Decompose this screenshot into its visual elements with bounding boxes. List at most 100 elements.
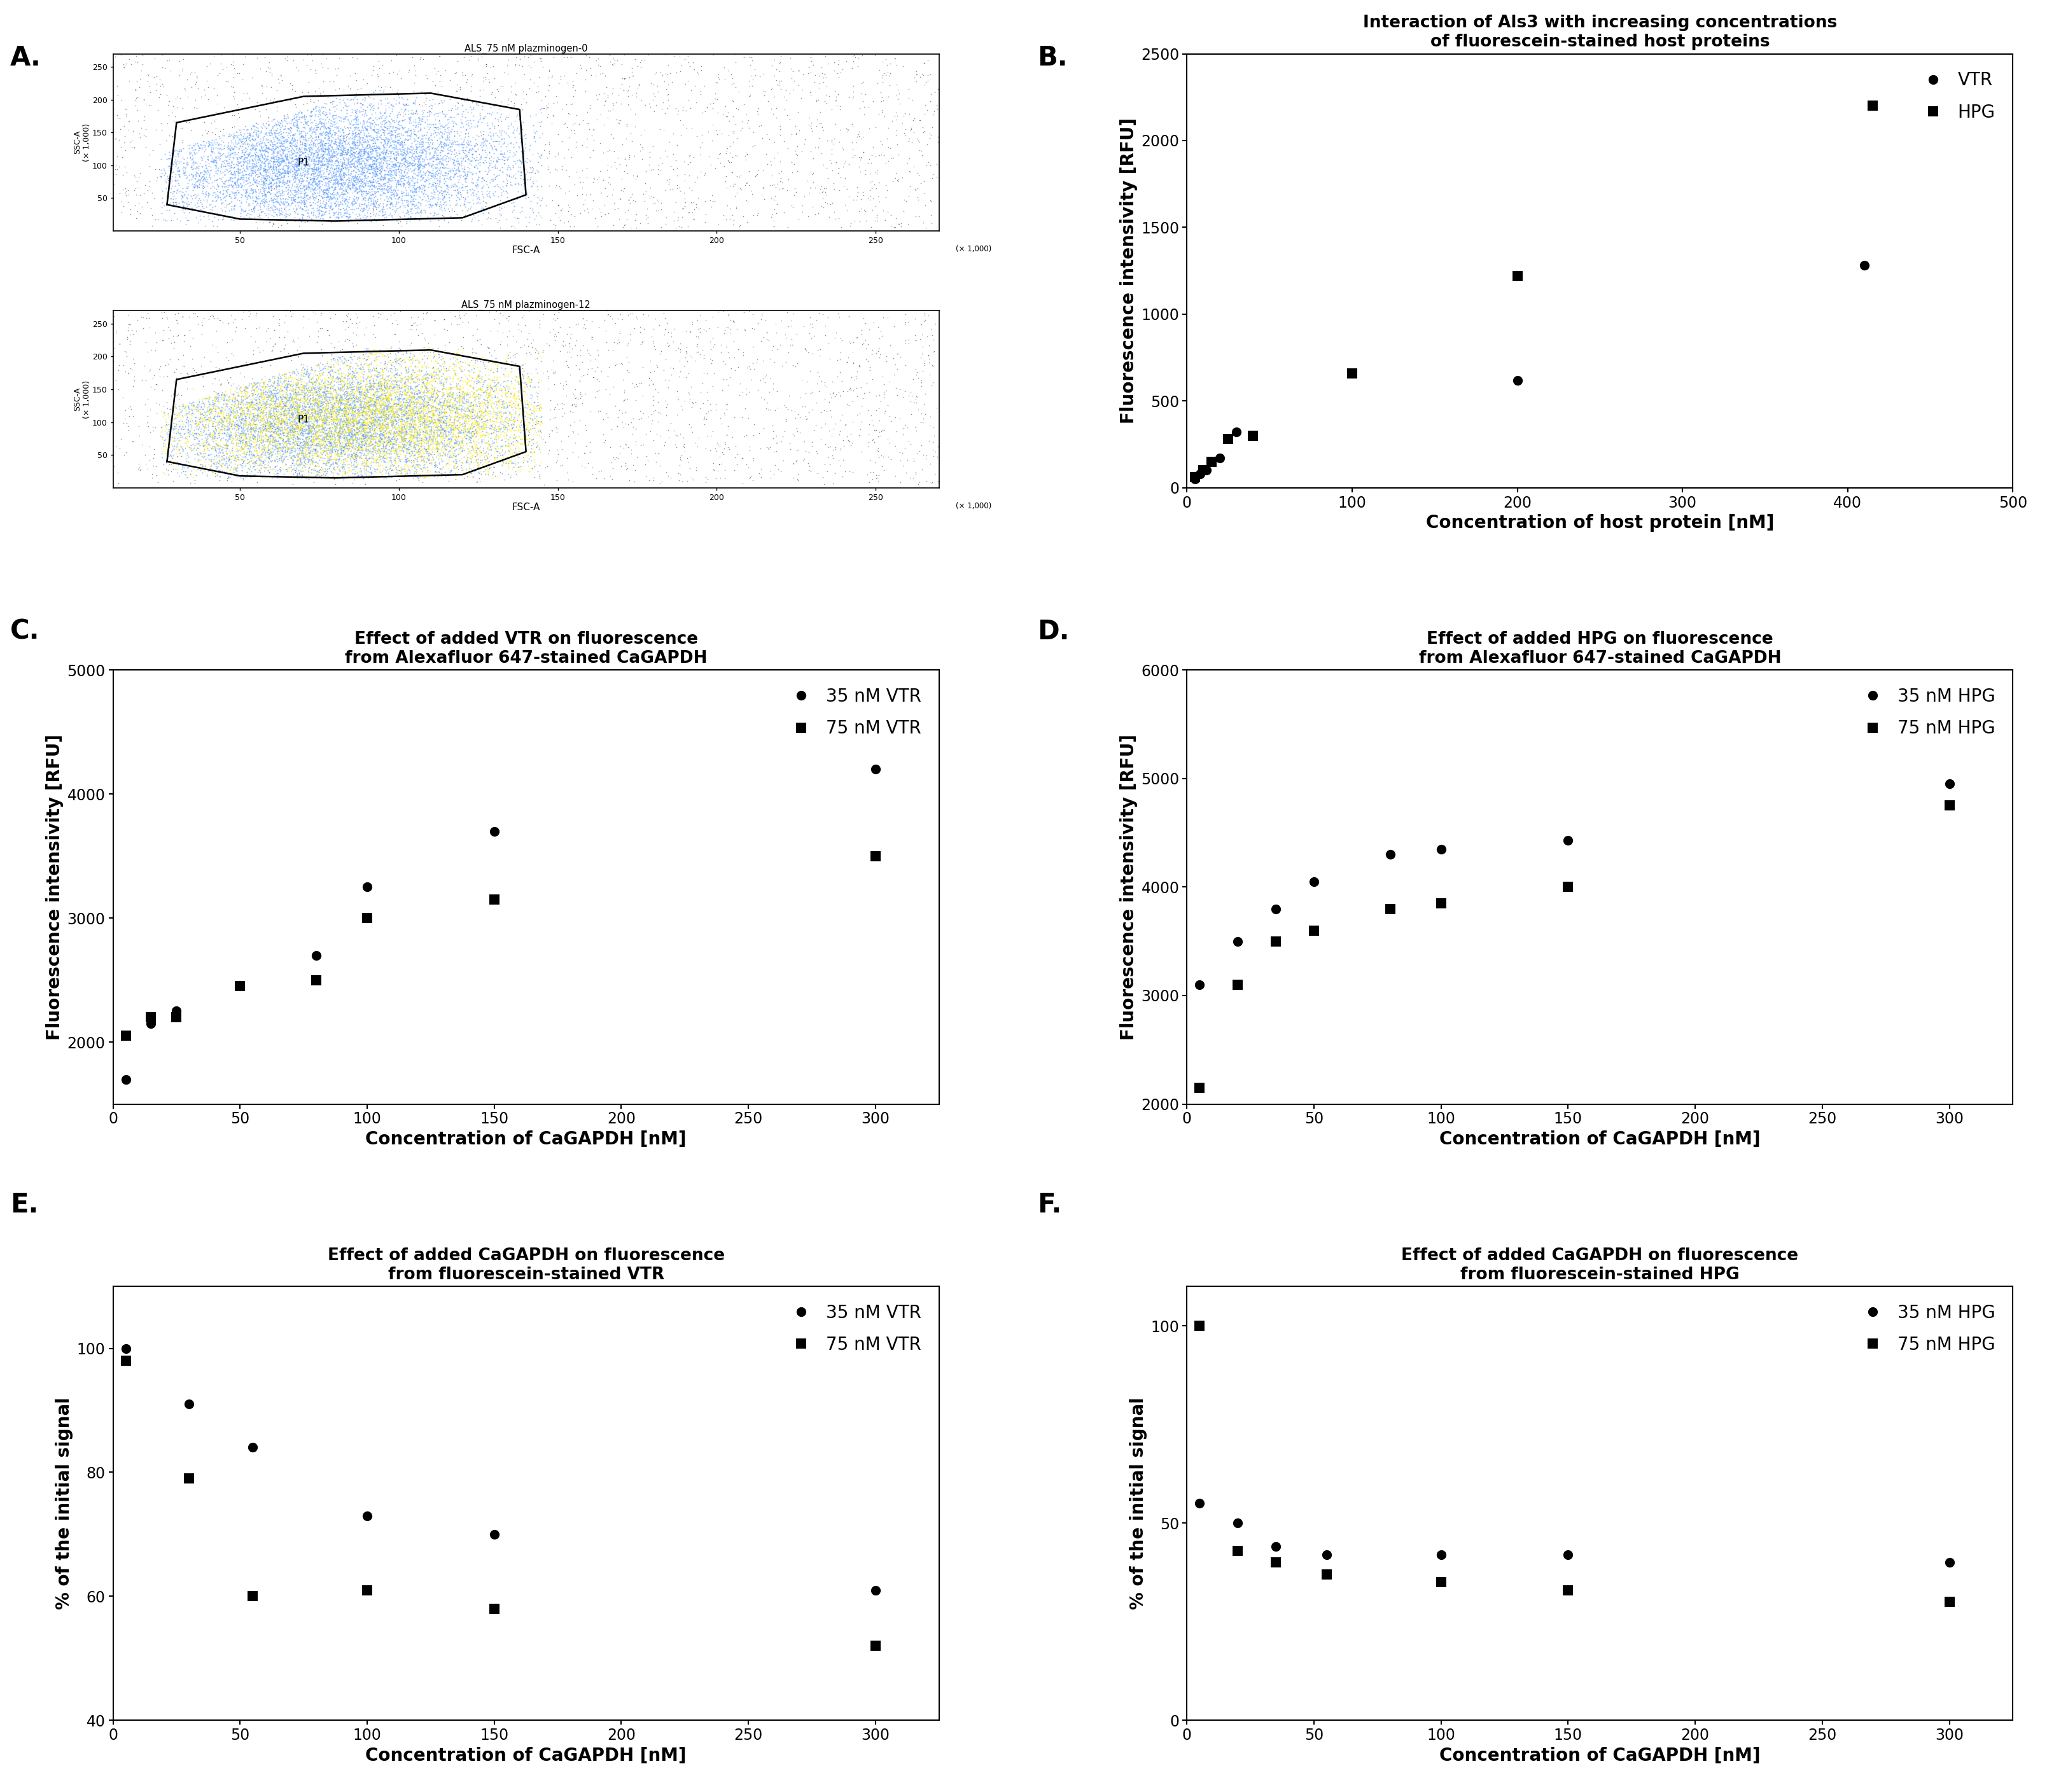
Point xyxy=(290,423,322,452)
Point xyxy=(396,133,429,161)
Point xyxy=(246,125,279,154)
Point xyxy=(559,375,592,403)
Point xyxy=(737,410,770,439)
Point xyxy=(335,152,368,181)
Point xyxy=(271,387,304,416)
Point xyxy=(470,418,503,446)
Point xyxy=(337,131,370,159)
Point xyxy=(446,416,479,444)
Point xyxy=(220,403,253,432)
Point xyxy=(339,435,372,464)
Point xyxy=(333,426,366,455)
Point xyxy=(425,412,458,441)
Point xyxy=(265,407,298,435)
Point xyxy=(253,430,286,459)
Point xyxy=(294,432,327,461)
Point xyxy=(218,63,251,91)
Point xyxy=(1222,969,1255,998)
Point xyxy=(160,392,193,421)
Point xyxy=(528,470,561,498)
Point xyxy=(407,145,440,174)
Point xyxy=(279,161,312,190)
Point xyxy=(596,79,629,108)
Point xyxy=(214,145,246,174)
Point xyxy=(189,401,222,430)
Point xyxy=(244,138,277,167)
Point xyxy=(222,443,255,471)
Point xyxy=(246,400,279,428)
Point xyxy=(238,140,271,168)
Point xyxy=(370,423,403,452)
Point xyxy=(290,430,322,459)
Point xyxy=(421,389,454,418)
Point xyxy=(335,142,368,170)
Point xyxy=(197,418,230,446)
Point xyxy=(357,387,390,416)
Point xyxy=(107,176,140,204)
Point xyxy=(327,435,359,464)
Point xyxy=(318,392,351,421)
Point xyxy=(310,120,343,149)
Point xyxy=(214,439,246,468)
Point xyxy=(347,195,380,224)
Point xyxy=(481,296,514,324)
Point xyxy=(296,97,329,125)
Point xyxy=(409,423,442,452)
Point xyxy=(454,93,487,122)
Point xyxy=(670,339,702,367)
Point xyxy=(643,470,676,498)
Point xyxy=(290,430,322,459)
Point xyxy=(265,416,298,444)
Point xyxy=(164,186,197,215)
Point xyxy=(421,380,454,409)
Point xyxy=(277,167,310,195)
Point xyxy=(244,113,277,142)
Point xyxy=(407,333,440,362)
Point xyxy=(362,362,394,391)
Point xyxy=(269,421,302,450)
Point xyxy=(279,371,312,400)
Point xyxy=(168,428,201,457)
Point xyxy=(676,392,709,421)
Point xyxy=(468,351,501,380)
Point xyxy=(355,380,388,409)
Point xyxy=(335,378,368,407)
Point xyxy=(392,134,425,163)
Point xyxy=(748,59,781,88)
Point xyxy=(421,131,454,159)
Point xyxy=(368,84,401,113)
Point xyxy=(386,407,419,435)
Point xyxy=(162,161,195,190)
Point xyxy=(419,138,452,167)
Point xyxy=(189,154,222,183)
Point xyxy=(663,444,696,473)
Point xyxy=(374,387,407,416)
Point xyxy=(438,392,470,421)
Point xyxy=(251,133,283,161)
Point xyxy=(362,303,394,332)
Point xyxy=(325,170,357,199)
Point xyxy=(286,99,318,127)
Point xyxy=(168,461,201,489)
Point xyxy=(842,421,875,450)
Point xyxy=(329,419,362,448)
Point xyxy=(403,400,435,428)
Point xyxy=(483,418,516,446)
Point xyxy=(333,418,366,446)
Point xyxy=(409,142,442,170)
Point xyxy=(181,159,214,188)
Point xyxy=(423,410,456,439)
Point xyxy=(376,430,409,459)
Point xyxy=(349,376,382,405)
Point xyxy=(341,202,374,231)
Point xyxy=(341,358,374,387)
Point xyxy=(396,77,429,106)
Point xyxy=(255,418,288,446)
Point xyxy=(351,376,384,405)
Point xyxy=(296,385,329,414)
Point xyxy=(374,364,407,392)
Point xyxy=(306,414,339,443)
Point xyxy=(511,158,544,186)
Point xyxy=(331,405,364,434)
Point xyxy=(306,387,339,416)
